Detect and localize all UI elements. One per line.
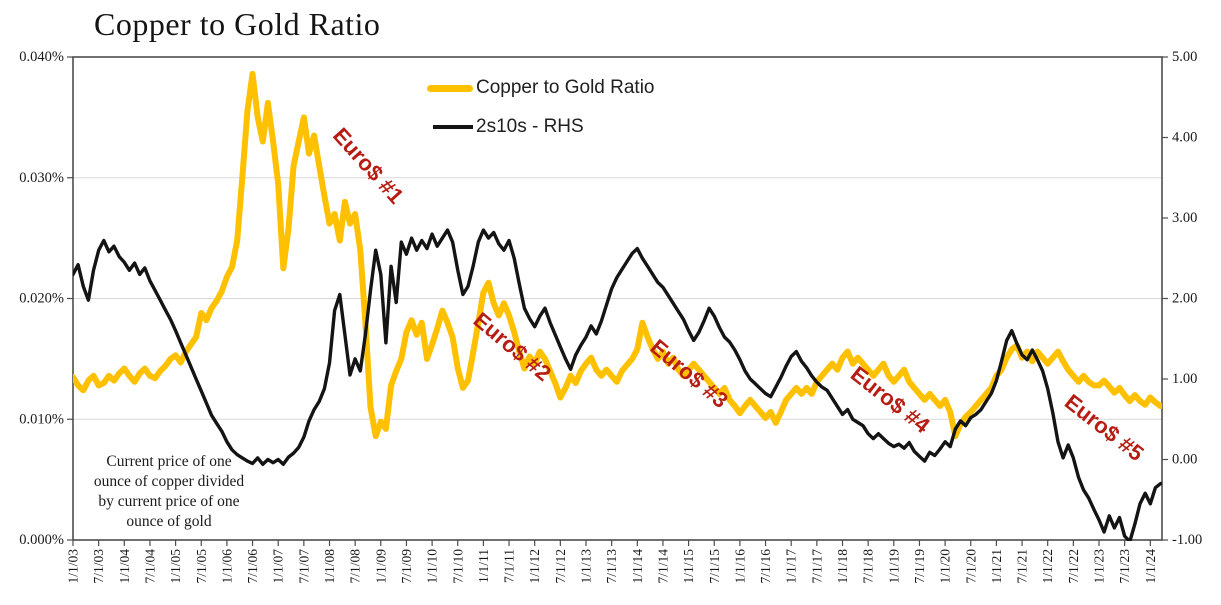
legend-swatch-cell (427, 84, 473, 92)
x-tick-label: 7/1/23 (1117, 549, 1132, 584)
x-tick-label: 1/1/23 (1092, 549, 1107, 584)
x-tick-label: 1/1/20 (938, 549, 953, 584)
x-tick-label: 7/1/06 (245, 549, 260, 584)
x-tick-label: 7/1/18 (861, 549, 876, 584)
x-tick-label: 1/1/09 (373, 549, 388, 584)
x-tick-label: 1/1/15 (681, 549, 696, 584)
x-tick-label: 7/1/11 (502, 549, 517, 583)
x-tick-label: 7/1/14 (655, 549, 670, 584)
note-copper-gold-definition: Current price of one ounce of copper div… (93, 453, 245, 531)
x-tick-label: 7/1/09 (399, 549, 414, 584)
x-tick-label: 1/1/12 (527, 549, 542, 584)
x-tick-label: 7/1/10 (450, 549, 465, 584)
x-tick-label: 7/1/07 (296, 549, 311, 584)
x-tick-label: 1/1/08 (322, 549, 337, 584)
copper-gold-series-swatch-icon (427, 84, 473, 92)
x-tick-label: 7/1/13 (604, 549, 619, 584)
y-left-tick-label: 0.040% (19, 49, 64, 65)
y-right-tick-label: -1.00 (1172, 532, 1202, 548)
y-left-tick-label: 0.030% (19, 170, 64, 186)
x-tick-label: 7/1/20 (963, 549, 978, 584)
legend-label-2s10s: 2s10s - RHS (476, 116, 584, 137)
x-tick-label: 1/1/03 (66, 549, 81, 584)
x-tick-label: 7/1/15 (707, 549, 722, 584)
x-tick-label: 7/1/05 (194, 549, 209, 584)
x-tick-label: 1/1/10 (425, 549, 440, 584)
2s10s-series-swatch-icon (433, 125, 473, 129)
x-tick-label: 1/1/04 (117, 549, 132, 584)
y-right-tick-label: 5.00 (1172, 49, 1197, 65)
x-tick-label: 1/1/13 (579, 549, 594, 584)
x-tick-label: 7/1/17 (809, 549, 824, 584)
x-tick-label: 1/1/18 (835, 549, 850, 584)
x-tick-label: 7/1/04 (142, 549, 157, 584)
series-line-2s10s-rhs (73, 228, 1162, 541)
y-right-tick-label: 2.00 (1172, 291, 1197, 307)
x-tick-label: 1/1/22 (1040, 549, 1055, 584)
series-line-copper-to-gold-ratio (73, 70, 1162, 440)
x-tick-label: 7/1/08 (348, 549, 363, 584)
chart-title: Copper to Gold Ratio (94, 6, 381, 42)
legend-item-copper-gold: Copper to Gold Ratio (427, 77, 655, 99)
x-tick-label: 1/1/21 (989, 549, 1004, 584)
x-tick-label: 1/1/14 (630, 549, 645, 584)
x-tick-label: 7/1/19 (912, 549, 927, 584)
y-right-tick-label: 3.00 (1172, 210, 1197, 226)
x-tick-label: 7/1/22 (1066, 549, 1081, 584)
y-right-tick-label: 4.00 (1172, 130, 1197, 146)
x-tick-label: 7/1/12 (553, 549, 568, 584)
x-tick-label: 1/1/05 (168, 549, 183, 584)
x-tick-label: 7/1/16 (758, 549, 773, 584)
x-tick-label: 1/1/07 (271, 549, 286, 584)
x-tick-label: 1/1/19 (886, 549, 901, 584)
legend-label-copper-gold: Copper to Gold Ratio (476, 77, 655, 98)
x-tick-label: 1/1/17 (784, 549, 799, 584)
y-left-tick-label: 0.020% (19, 291, 64, 307)
x-tick-label: 1/1/24 (1143, 549, 1158, 584)
x-tick-label: 1/1/06 (219, 549, 234, 584)
legend-swatch-cell (427, 125, 473, 129)
y-left-tick-label: 0.000% (19, 532, 64, 548)
y-left-tick-label: 0.010% (19, 411, 64, 427)
legend-item-2s10s: 2s10s - RHS (427, 116, 655, 138)
x-tick-label: 1/1/16 (732, 549, 747, 584)
y-right-tick-label: 1.00 (1172, 371, 1197, 387)
x-tick-label: 7/1/03 (91, 549, 106, 584)
legend: Copper to Gold Ratio 2s10s - RHS (427, 77, 655, 155)
y-right-tick-label: 0.00 (1172, 452, 1197, 468)
x-tick-label: 1/1/11 (476, 549, 491, 583)
x-tick-label: 7/1/21 (1015, 549, 1030, 584)
